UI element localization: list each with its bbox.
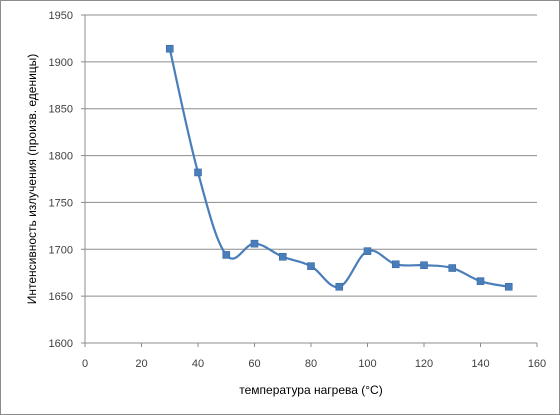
data-point-marker <box>504 282 513 291</box>
x-tick-label: 100 <box>358 358 376 370</box>
y-axis-title: Интенсивность излучения (произв. еденицы… <box>25 54 39 305</box>
series-line <box>168 48 509 288</box>
y-tick-label: 1900 <box>49 57 73 69</box>
x-tick-label: 0 <box>82 358 88 370</box>
y-tick-label: 1850 <box>49 104 73 116</box>
data-point-marker <box>363 247 372 255</box>
x-tick-label: 80 <box>305 358 317 370</box>
y-tick-label: 1750 <box>49 197 73 209</box>
x-tick-label: 120 <box>415 358 433 370</box>
data-point-marker <box>222 251 231 259</box>
data-point-marker <box>194 168 202 177</box>
y-tick-label: 1650 <box>49 291 73 303</box>
data-point-marker <box>476 277 485 285</box>
x-tick-label: 40 <box>192 358 204 370</box>
y-tick-label: 1950 <box>49 10 73 22</box>
x-axis-title: температура нагрева (°C) <box>239 383 382 397</box>
data-point-marker <box>391 260 400 269</box>
data-point-marker <box>250 239 259 248</box>
y-tick-label: 1600 <box>49 338 73 350</box>
data-point-marker <box>307 262 315 270</box>
x-tick-labels: 0 20 40 60 80 100 120 140 160 <box>82 358 546 370</box>
x-tick-label: 20 <box>135 358 147 370</box>
data-point-marker <box>448 264 457 272</box>
data-point-marker <box>335 282 344 291</box>
y-tick-label: 1700 <box>49 244 73 256</box>
x-tick-label: 160 <box>528 358 546 370</box>
data-point-marker <box>165 44 174 53</box>
data-point-marker <box>278 252 287 261</box>
x-tick-label: 140 <box>471 358 489 370</box>
gridlines <box>85 14 537 297</box>
data-point-marker <box>420 261 428 270</box>
series-layer <box>165 44 513 291</box>
axes <box>81 14 538 347</box>
x-tick-label: 60 <box>248 358 260 370</box>
y-tick-labels: 1600 1650 1700 1750 1800 1850 1900 1950 <box>49 10 73 350</box>
y-tick-label: 1800 <box>49 151 73 163</box>
